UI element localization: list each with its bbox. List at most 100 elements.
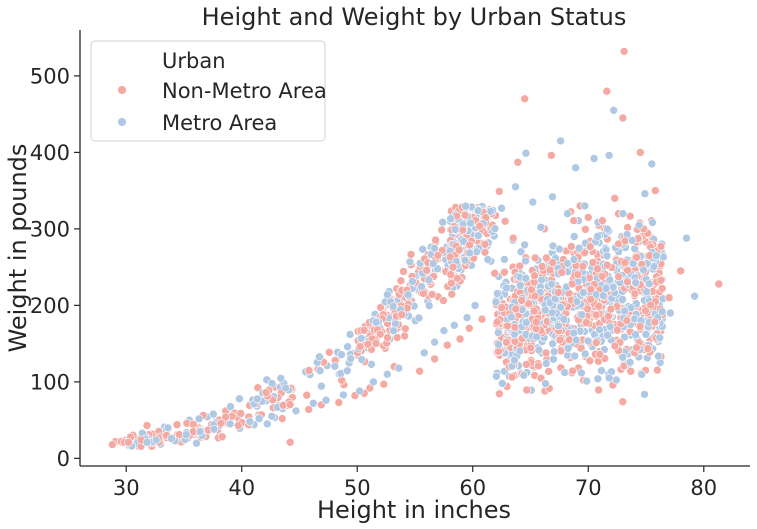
scatter-point: [625, 211, 635, 221]
scatter-point: [601, 284, 611, 293]
scatter-point: [608, 282, 618, 292]
y-tick-label: 400: [30, 141, 70, 165]
scatter-point: [598, 291, 608, 300]
scatter-point: [462, 313, 472, 322]
scatter-point: [665, 308, 675, 318]
scatter-point: [555, 244, 564, 254]
scatter-point: [304, 405, 314, 414]
scatter-point: [547, 308, 557, 318]
scatter-point: [627, 236, 637, 245]
scatter-point: [500, 216, 510, 226]
scatter-point: [281, 383, 290, 393]
y-tick-label: 300: [30, 217, 70, 241]
scatter-point: [623, 265, 632, 275]
scatter-point: [578, 261, 588, 271]
scatter-point: [640, 390, 649, 399]
scatter-point: [569, 328, 579, 338]
scatter-point: [546, 151, 556, 160]
scatter-point: [530, 291, 540, 301]
scatter-point: [594, 385, 603, 395]
scatter-point: [394, 363, 404, 373]
scatter-point: [554, 321, 563, 331]
scatter-point: [664, 293, 674, 303]
scatter-point: [302, 390, 312, 400]
scatter-point: [473, 231, 483, 240]
legend-marker-metro: [117, 117, 127, 127]
scatter-point: [521, 318, 531, 327]
scatter-point: [209, 409, 218, 419]
scatter-point: [454, 245, 464, 255]
scatter-point: [566, 242, 576, 251]
scatter-point: [515, 261, 525, 271]
x-tick-label: 50: [344, 476, 371, 500]
scatter-point: [431, 235, 440, 245]
scatter-point: [304, 366, 314, 375]
scatter-point: [631, 330, 640, 339]
scatter-point: [465, 240, 474, 250]
scatter-point: [569, 216, 579, 225]
scatter-point: [544, 367, 554, 376]
legend: Urban Non-Metro Area Metro Area: [90, 40, 327, 142]
x-tick-label: 30: [113, 476, 140, 500]
scatter-point: [430, 337, 439, 347]
scatter-point: [528, 197, 538, 207]
scatter-point: [522, 360, 531, 369]
scatter-point: [548, 192, 557, 202]
scatter-point: [591, 310, 601, 320]
scatter-point: [499, 267, 509, 277]
scatter-point: [556, 136, 565, 146]
scatter-point: [583, 336, 593, 346]
scatter-point: [495, 389, 504, 399]
scatter-point: [516, 247, 526, 257]
scatter-point: [641, 306, 651, 315]
scatter-point: [510, 329, 519, 339]
scatter-point: [315, 366, 325, 376]
scatter-point: [644, 279, 654, 289]
scatter-point: [400, 324, 410, 334]
x-tick-label: 40: [228, 476, 255, 500]
scatter-point: [521, 148, 531, 158]
scatter-point: [623, 223, 632, 232]
scatter-point: [403, 290, 413, 300]
scatter-point: [448, 262, 458, 272]
scatter-point: [529, 306, 539, 316]
scatter-point: [581, 225, 590, 234]
scatter-point: [408, 277, 417, 286]
scatter-point: [405, 257, 415, 267]
scatter-point: [517, 296, 526, 305]
scatter-point: [396, 276, 406, 286]
legend-label-non-metro: Non-Metro Area: [162, 79, 327, 103]
scatter-point: [433, 251, 443, 260]
scatter-point: [452, 273, 462, 283]
scatter-point: [586, 284, 596, 294]
scatter-point: [490, 268, 500, 278]
scatter-point: [640, 189, 650, 198]
scatter-point: [511, 304, 521, 314]
scatter-point: [371, 317, 381, 327]
scatter-point: [521, 256, 530, 266]
scatter-point: [343, 342, 352, 352]
scatter-point: [532, 332, 541, 342]
scatter-point: [321, 395, 331, 405]
scatter-point: [642, 287, 651, 297]
scatter-point: [571, 335, 581, 345]
ticks-layer: 30 40 50 60 70 80 0 100 200 300 400 500: [30, 64, 717, 500]
scatter-point: [536, 223, 546, 232]
scatter-point: [492, 371, 501, 381]
scatter-point: [261, 388, 271, 397]
scatter-point: [604, 151, 614, 160]
scatter-point: [574, 243, 584, 253]
scatter-point: [577, 310, 587, 320]
scatter-point: [586, 294, 596, 304]
scatter-point: [559, 314, 569, 324]
scatter-point: [597, 366, 606, 375]
scatter-point: [418, 244, 428, 254]
scatter-point: [345, 330, 355, 339]
scatter-point: [355, 386, 364, 396]
x-tick-label: 60: [459, 476, 486, 500]
scatter-point: [555, 335, 565, 345]
scatter-point: [530, 271, 539, 281]
scatter-point: [632, 343, 641, 353]
scatter-point: [604, 311, 613, 321]
